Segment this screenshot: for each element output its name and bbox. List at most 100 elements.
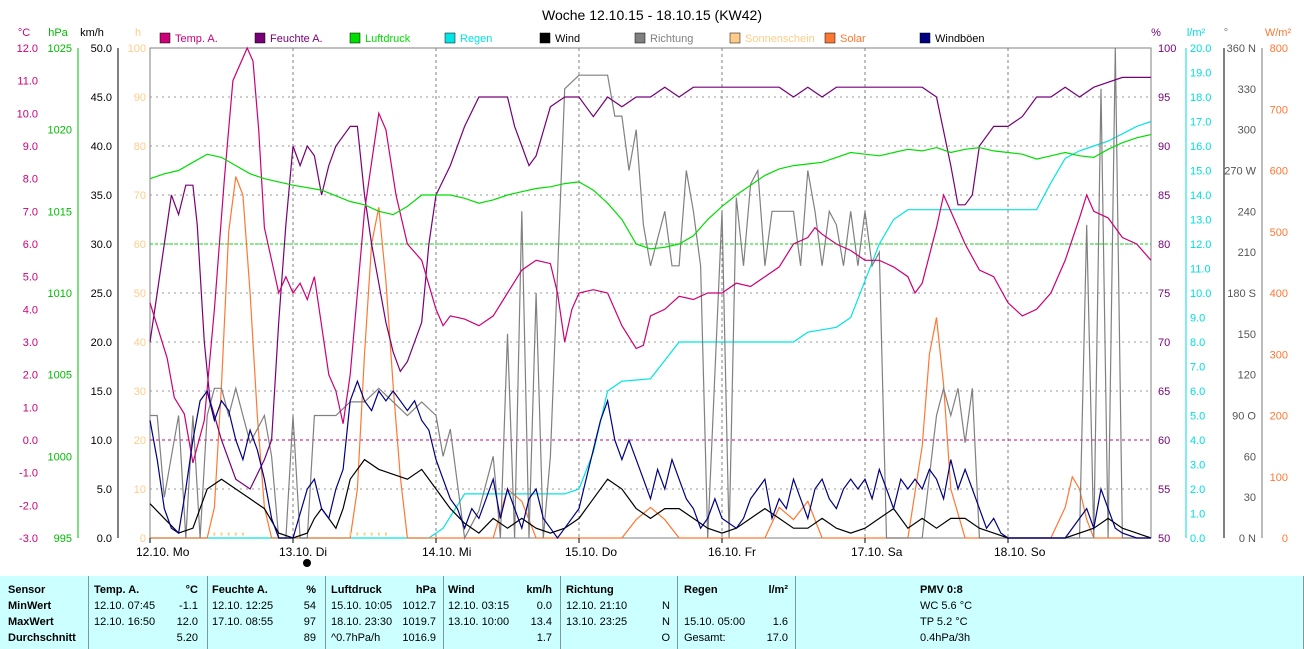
series-sonnenschein-point bbox=[356, 532, 359, 536]
rain-tick-label: 0.0 bbox=[1190, 533, 1205, 545]
legend-label: Solar bbox=[840, 33, 866, 45]
solar-tick-label: 500 bbox=[1270, 227, 1288, 239]
wind-tick-label: 45.0 bbox=[91, 92, 112, 104]
hum-max-value: 97 bbox=[303, 616, 316, 628]
wind-tick-label: 40.0 bbox=[91, 141, 112, 153]
rain-unit: l/m² bbox=[768, 584, 788, 596]
humidity-tick-label: 80 bbox=[1158, 239, 1170, 251]
rain-tick-label: 10.0 bbox=[1190, 288, 1211, 300]
series-lines bbox=[149, 46, 1152, 540]
press-max-value: 1019.7 bbox=[402, 616, 436, 628]
series-sonnenschein-point bbox=[213, 532, 216, 536]
humidity-unit-label: % bbox=[1151, 27, 1161, 39]
sensor-header: Sensor bbox=[8, 584, 46, 596]
rain-total-label: Gesamt: bbox=[684, 632, 726, 644]
dir-header: Richtung bbox=[566, 584, 614, 596]
legend-label: Wind bbox=[555, 33, 580, 45]
solar-tick-label: 100 bbox=[1270, 472, 1288, 484]
temp-avg-value: 5.20 bbox=[176, 632, 198, 644]
dir-max-time: 13.10. 23:25 bbox=[566, 616, 628, 628]
rain-tick-label: 20.0 bbox=[1190, 43, 1211, 55]
series-sonnenschein-point bbox=[363, 532, 366, 536]
rain-tick-label: 3.0 bbox=[1190, 460, 1205, 472]
series-sonnenschein-point bbox=[384, 532, 387, 536]
temp-tick-label: -3.0 bbox=[19, 533, 38, 545]
series-sonnenschein-point bbox=[220, 532, 223, 536]
temp-tick-label: 5.0 bbox=[23, 272, 38, 284]
hum-min-time: 12.10. 12:25 bbox=[212, 600, 274, 612]
direction-tick-label: 150 bbox=[1238, 329, 1256, 341]
series-luftdruck bbox=[149, 134, 1152, 250]
sunshine-tick-label: 20 bbox=[134, 435, 146, 447]
pressure-tick-label: 1010 bbox=[48, 288, 72, 300]
legend-swatch bbox=[824, 32, 836, 44]
rain-max-value: 1.6 bbox=[772, 616, 788, 628]
day-label: 18.10. So bbox=[994, 545, 1046, 559]
pmv-dewpoint: TP 5.2 °C bbox=[920, 616, 968, 628]
day-label: 17.10. Sa bbox=[851, 545, 903, 559]
day-label: 12.10. Mo bbox=[136, 545, 190, 559]
sunshine-unit-label: h bbox=[135, 27, 141, 39]
hum-min-value: 54 bbox=[303, 600, 316, 612]
solar-unit-label: W/m² bbox=[1265, 27, 1292, 39]
temp-tick-label: 10.0 bbox=[17, 108, 38, 120]
humidity-tick-label: 50 bbox=[1158, 533, 1170, 545]
temp-unit: °C bbox=[185, 584, 198, 596]
pressure-tick-label: 1015 bbox=[48, 206, 72, 218]
wind-tick-label: 5.0 bbox=[97, 484, 112, 496]
hum-unit: % bbox=[306, 584, 316, 596]
pressure-unit-label: hPa bbox=[48, 27, 68, 39]
pressure-tick-label: 1000 bbox=[48, 451, 72, 463]
day-label: 15.10. Do bbox=[565, 545, 617, 559]
dir-min-time: 12.10. 21:10 bbox=[566, 600, 628, 612]
temp-tick-label: 12.0 bbox=[17, 43, 38, 55]
legend-label: Richtung bbox=[650, 33, 693, 45]
divider bbox=[560, 576, 561, 649]
legend-swatch bbox=[634, 32, 646, 44]
temp-max-value: 12.0 bbox=[176, 616, 198, 628]
temp-tick-label: 11.0 bbox=[17, 76, 38, 88]
rain-tick-label: 4.0 bbox=[1190, 435, 1205, 447]
humidity-tick-label: 65 bbox=[1158, 386, 1170, 398]
legend-swatch bbox=[729, 32, 741, 44]
rain-total-value: 17.0 bbox=[766, 632, 788, 644]
series-sonnenschein-point bbox=[349, 532, 352, 536]
press-unit: hPa bbox=[415, 584, 436, 596]
rain-tick-label: 2.0 bbox=[1190, 484, 1205, 496]
legend-swatch bbox=[539, 32, 551, 44]
rain-tick-label: 6.0 bbox=[1190, 386, 1205, 398]
sunshine-tick-label: 40 bbox=[134, 337, 146, 349]
wind-unit-label: km/h bbox=[80, 27, 104, 39]
legend-label: Regen bbox=[460, 33, 492, 45]
rain-tick-label: 11.0 bbox=[1190, 264, 1211, 276]
legend-label: Temp. A. bbox=[175, 33, 218, 45]
solar-tick-label: 200 bbox=[1270, 411, 1288, 423]
series-wind bbox=[149, 458, 1152, 539]
wind-unit: km/h bbox=[526, 584, 552, 596]
legend-swatch bbox=[349, 32, 361, 44]
wind-max-value: 13.4 bbox=[530, 616, 552, 628]
humidity-tick-label: 55 bbox=[1158, 484, 1170, 496]
row-label-min: MinWert bbox=[8, 600, 52, 612]
rain-tick-label: 19.0 bbox=[1190, 68, 1211, 80]
temp-tick-label: 6.0 bbox=[23, 239, 38, 251]
moon-phase-icon bbox=[303, 559, 311, 567]
rain-tick-label: 12.0 bbox=[1190, 239, 1211, 251]
rain-tick-label: 17.0 bbox=[1190, 117, 1211, 129]
hum-header: Feuchte A. bbox=[212, 584, 268, 596]
sunshine-tick-label: 60 bbox=[134, 239, 146, 251]
rain-tick-label: 7.0 bbox=[1190, 362, 1205, 374]
row-label-avg: Durchschnitt bbox=[8, 632, 76, 644]
wind-tick-label: 30.0 bbox=[91, 239, 112, 251]
temp-tick-label: 9.0 bbox=[23, 141, 38, 153]
grid bbox=[150, 48, 1151, 538]
temp-tick-label: 8.0 bbox=[23, 174, 38, 186]
series-sonnenschein-point bbox=[241, 532, 244, 536]
axes: 12.0 11.0 10.0 9.0 8.0 7.0 6.0 5.0 4.0 3.0 2.0 1.0 0… bbox=[17, 27, 1292, 545]
rain-tick-label: 8.0 bbox=[1190, 337, 1205, 349]
wind-min-time: 12.10. 03:15 bbox=[448, 600, 510, 612]
wind-tick-label: 0.0 bbox=[97, 533, 112, 545]
wind-header: Wind bbox=[448, 584, 475, 596]
wind-tick-label: 15.0 bbox=[91, 386, 112, 398]
series-feuchte-a bbox=[149, 76, 1151, 490]
